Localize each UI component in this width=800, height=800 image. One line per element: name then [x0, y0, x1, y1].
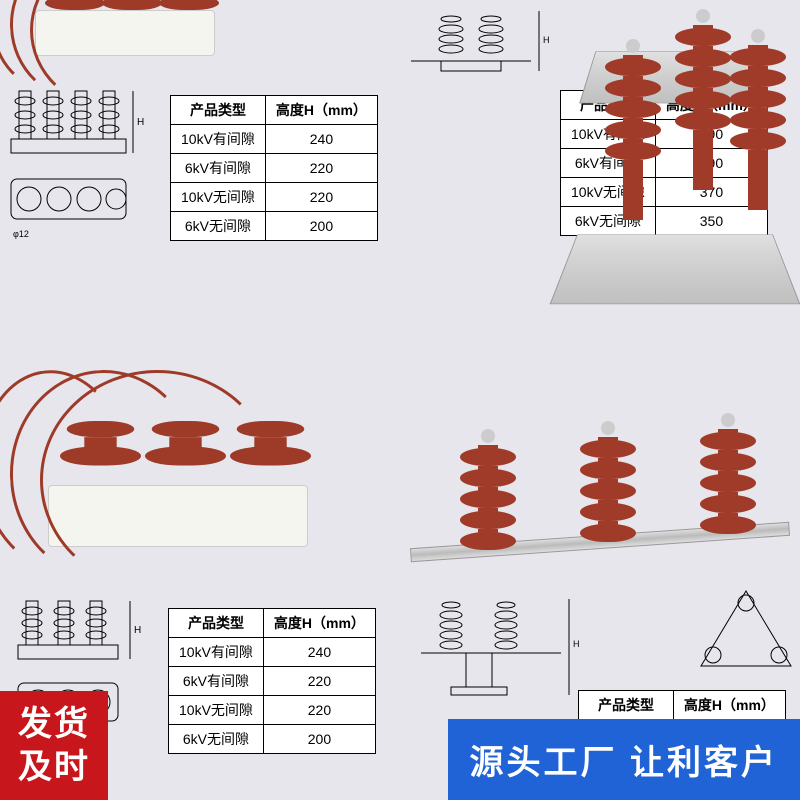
triangle-plan-drawing [690, 580, 800, 682]
cell-top-right: H 产品类型高度H（mm） 10kV有间隙390 6kV有间隙390 10kV无… [400, 0, 800, 400]
cell: 10kV无间隙 [171, 183, 266, 212]
dimensional-drawing: H [410, 590, 582, 732]
cable [40, 370, 275, 590]
th-height: 高度H（mm） [263, 609, 375, 638]
svg-text:φ12: φ12 [20, 731, 36, 741]
th-type: 产品类型 [169, 609, 264, 638]
svg-text:H: H [134, 625, 141, 636]
cell: 6kV有间隙 [171, 154, 266, 183]
spec-table-br: 产品类型高度H（mm） 10kV有间隙400 6kV有间隙275 [578, 690, 786, 778]
cell: 6kV有间隙 [579, 749, 674, 778]
svg-text:φ12: φ12 [13, 229, 29, 239]
cell: 220 [263, 696, 375, 725]
cell: 200 [265, 212, 377, 241]
dimensional-drawing: H [400, 0, 552, 92]
product-grid: H φ12 产品类型高度H（mm） 10kV有间隙240 6kV有间隙220 1… [0, 0, 800, 800]
svg-text:H: H [137, 117, 144, 128]
cell: 6kV有间隙 [169, 667, 264, 696]
spec-table-tl: 产品类型高度H（mm） 10kV有间隙240 6kV有间隙220 10kV无间隙… [170, 95, 378, 241]
cell: 10kV无间隙 [169, 696, 264, 725]
mounted-arrester [575, 0, 795, 250]
svg-text:H: H [573, 639, 580, 649]
bar-arrester [420, 390, 780, 560]
dimensional-drawing: H φ12 [0, 80, 162, 252]
th-height: 高度H（mm） [673, 691, 785, 720]
cell: 200 [263, 725, 375, 754]
cell: 220 [263, 667, 375, 696]
cell: 220 [265, 183, 377, 212]
cell: 6kV无间隙 [169, 725, 264, 754]
dimensional-drawing: H φ12 [5, 590, 162, 762]
cell-bottom-left: H φ12 产品类型高度H（mm） 10kV有间隙240 6kV有间隙220 1… [0, 400, 400, 800]
cell-top-left: H φ12 产品类型高度H（mm） 10kV有间隙240 6kV有间隙220 1… [0, 0, 400, 400]
cell-bottom-right: H 产品类型高度H（mm） 10kV有间隙400 6kV有间隙275 [400, 400, 800, 800]
th-height: 高度H（mm） [265, 96, 377, 125]
cell: 275 [673, 749, 785, 778]
th-type: 产品类型 [579, 691, 674, 720]
th-type: 产品类型 [171, 96, 266, 125]
cell: 400 [673, 720, 785, 749]
cell: 10kV有间隙 [579, 720, 674, 749]
spec-table-bl: 产品类型高度H（mm） 10kV有间隙240 6kV有间隙220 10kV无间隙… [168, 608, 376, 754]
cell: 220 [265, 154, 377, 183]
cell: 10kV有间隙 [169, 638, 264, 667]
cell: 240 [265, 125, 377, 154]
cell: 10kV有间隙 [171, 125, 266, 154]
svg-text:H: H [543, 35, 550, 45]
cell: 6kV无间隙 [171, 212, 266, 241]
cell: 240 [263, 638, 375, 667]
